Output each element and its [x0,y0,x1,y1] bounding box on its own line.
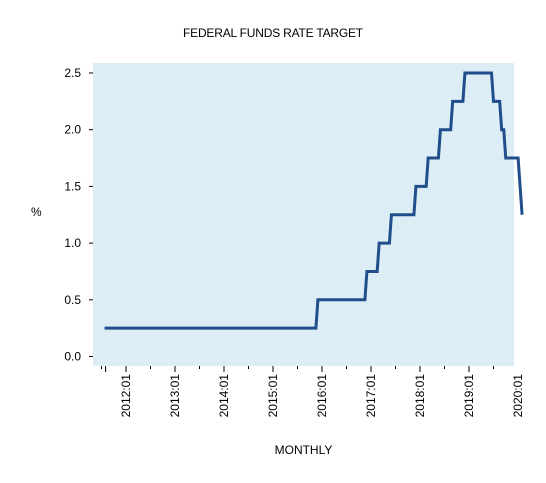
plot-area [93,63,514,366]
y-tick-label: 2.0 [64,123,81,137]
x-axis-label: MONTHLY [274,443,333,457]
series-line [104,71,524,330]
x-tick-label: 2013:01 [168,374,182,418]
y-tick-label: 0.0 [64,350,81,364]
y-axis-label: % [31,205,42,219]
x-tick-label: 2016:01 [315,374,329,418]
x-tick-label: 2014:01 [217,374,231,418]
chart-title: FEDERAL FUNDS RATE TARGET [183,26,363,40]
x-tick-label: 2020:01 [511,374,525,418]
x-tick-label: 2018:01 [413,374,427,418]
x-tick-label: 2012:01 [119,374,133,418]
y-tick-label: 1.0 [64,236,81,250]
y-tick-label: 2.5 [64,66,81,80]
y-tick-label: 0.5 [64,293,81,307]
x-tick-label: 2015:01 [266,374,280,418]
x-tick-label: 2017:01 [364,374,378,418]
x-tick-label: 2019:01 [462,374,476,418]
y-tick-label: 1.5 [64,179,81,193]
